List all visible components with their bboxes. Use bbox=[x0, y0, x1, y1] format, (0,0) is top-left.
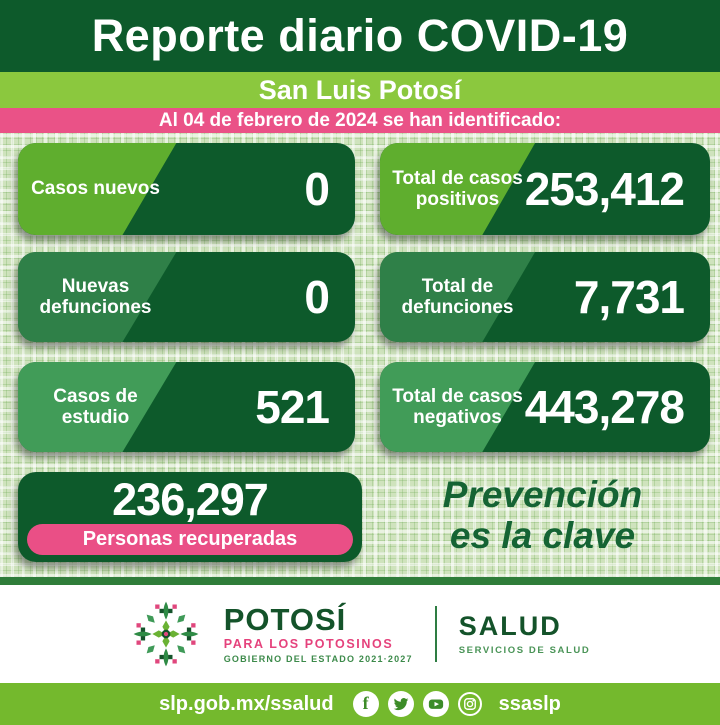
report-header: Reporte diario COVID-19 bbox=[0, 0, 720, 72]
date-banner: Al 04 de febrero de 2024 se han identifi… bbox=[0, 108, 720, 133]
facebook-icon: f bbox=[352, 691, 379, 717]
website-url: slp.gob.mx/ssalud bbox=[159, 692, 334, 715]
youtube-icon bbox=[422, 691, 449, 717]
page-title: Reporte diario COVID-19 bbox=[91, 10, 629, 61]
prevention-message: Prevención es la clave bbox=[375, 465, 710, 565]
twitter-icon bbox=[387, 691, 414, 717]
agency-subtitle: SERVICIOS DE SALUD bbox=[458, 644, 591, 656]
stat-label: Casos nuevos bbox=[31, 178, 160, 200]
recovered-value: 236,297 bbox=[112, 474, 269, 525]
state-name: San Luis Potosí bbox=[258, 74, 462, 105]
card-nuevas-defunciones: Nuevas defunciones 0 bbox=[18, 252, 355, 342]
stat-value: 253,412 bbox=[524, 163, 685, 215]
stat-label: Casos de estudio bbox=[53, 385, 138, 428]
potosi-brand-block: POTOSÍ PARA LOS POTOSINOS GOBIERNO DEL E… bbox=[224, 604, 413, 665]
stat-value: 0 bbox=[304, 163, 330, 215]
potosi-rosette-logo bbox=[130, 598, 202, 670]
stat-value: 0 bbox=[304, 271, 330, 323]
stat-value: 443,278 bbox=[524, 381, 685, 433]
salud-agency-block: SALUD SERVICIOS DE SALUD bbox=[458, 610, 591, 656]
card-casos-estudio: Casos de estudio 521 bbox=[18, 362, 355, 452]
brand-tagline: PARA LOS POTOSINOS bbox=[223, 636, 394, 651]
stat-label: Nuevas defunciones bbox=[39, 275, 152, 318]
stat-value: 521 bbox=[255, 381, 330, 433]
logo-divider bbox=[434, 606, 437, 662]
card-total-negativos: Total de casos negativos 443,278 bbox=[380, 362, 710, 452]
date-banner-text: Al 04 de febrero de 2024 se han identifi… bbox=[158, 109, 562, 131]
state-subheader: San Luis Potosí bbox=[0, 72, 720, 108]
social-handle: ssaslp bbox=[498, 692, 561, 715]
stat-label: Total de defunciones bbox=[401, 275, 514, 318]
brand-name: POTOSÍ bbox=[223, 601, 347, 637]
facebook-glyph: f bbox=[362, 693, 369, 713]
card-total-defunciones: Total de defunciones 7,731 bbox=[380, 252, 710, 342]
brand-government: GOBIERNO DEL ESTADO 2021·2027 bbox=[223, 654, 413, 665]
card-total-positivos: Total de casos positivos 253,412 bbox=[380, 143, 710, 235]
stat-label: Total de casos negativos bbox=[392, 385, 523, 428]
card-personas-recuperadas: 236,297 Personas recuperadas bbox=[18, 472, 362, 562]
stat-value: 7,731 bbox=[573, 271, 685, 323]
stat-label: Total de casos positivos bbox=[392, 167, 523, 210]
footer-logos: POTOSÍ PARA LOS POTOSINOS GOBIERNO DEL E… bbox=[0, 585, 720, 683]
prevention-line1: Prevención bbox=[442, 473, 643, 515]
stats-area: Casos nuevos 0 Total de casos positivos … bbox=[0, 133, 720, 577]
card-casos-nuevos: Casos nuevos 0 bbox=[18, 143, 355, 235]
agency-name: SALUD bbox=[458, 610, 562, 641]
prevention-line2: es la clave bbox=[449, 515, 636, 556]
separator-strip bbox=[0, 577, 720, 585]
instagram-icon bbox=[457, 692, 482, 716]
recovered-label-pill: Personas recuperadas bbox=[27, 524, 353, 555]
bottom-bar: slp.gob.mx/ssalud f ssaslp bbox=[0, 683, 720, 725]
